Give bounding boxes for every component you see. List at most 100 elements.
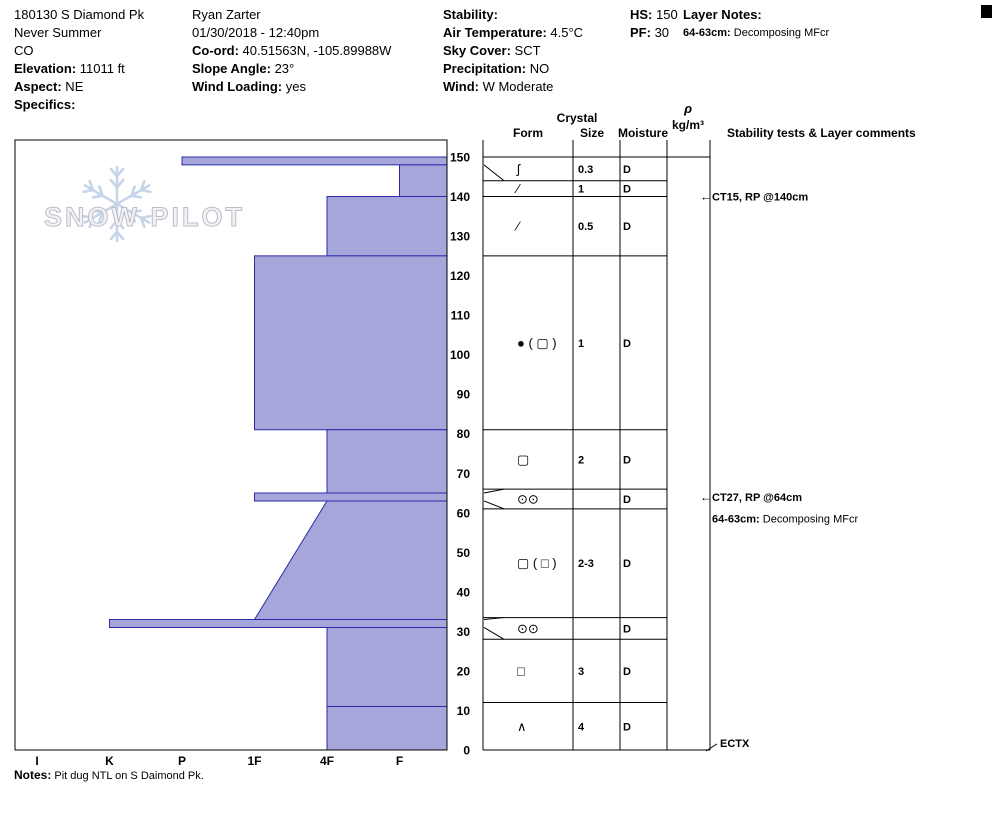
- stability-label: Stability:: [443, 7, 498, 22]
- snowflake-branch: [88, 216, 95, 229]
- thin-layer-connector: [483, 488, 505, 494]
- layer-notes-label: Layer Notes:: [683, 7, 762, 22]
- grain-moisture-cell: D: [623, 494, 631, 506]
- grain-size-cell: 4: [578, 721, 585, 733]
- observer-name: Ryan Zarter: [192, 7, 261, 22]
- grain-form-cell: ▢ ( □ ): [517, 556, 557, 571]
- sky-cover-value: SCT: [510, 43, 541, 58]
- sky-cover-row: Sky Cover: SCT: [443, 42, 583, 60]
- profile-layer-bar: [254, 492, 448, 502]
- snowflake-branch: [98, 185, 104, 197]
- grain-moisture-cell: D: [623, 221, 631, 233]
- depth-tick-label: 40: [457, 585, 471, 599]
- coord-value: 40.51563N, -105.89988W: [238, 43, 392, 58]
- snowflake-branch: [82, 188, 95, 194]
- pit-notes: Notes: Pit dug NTL on S Daimond Pk.: [14, 768, 204, 782]
- grain-size-cell: 0.3: [578, 164, 593, 176]
- snowflake-branch: [109, 167, 119, 178]
- pit-title: 180130 S Diamond Pk: [14, 7, 145, 22]
- sky-cover-label: Sky Cover:: [443, 43, 511, 58]
- elevation-label: Elevation:: [14, 61, 77, 76]
- thin-layer-connector: [483, 617, 505, 621]
- snowflake-branch: [115, 167, 125, 178]
- pf-value: 30: [650, 25, 670, 40]
- grain-form-cell: ● ( ▢ ): [517, 335, 557, 350]
- grain-table-grid: [482, 140, 711, 751]
- grain-size-cell: 1: [578, 338, 584, 350]
- header-col-location: 180130 S Diamond Pk Never Summer CO Elev…: [14, 6, 144, 114]
- grain-moisture-cell: D: [623, 164, 631, 176]
- hs-label: HS:: [630, 7, 653, 22]
- depth-tick-label: 140: [450, 190, 470, 204]
- stability-row: Stability:: [443, 6, 583, 24]
- grain-moisture-cell: D: [623, 623, 631, 635]
- annotation-label-bold: CT27, RP @64cm: [712, 492, 802, 504]
- snowflake-branch: [139, 216, 146, 229]
- watermark: SNOW PILOT: [44, 165, 245, 243]
- density-header: ρ: [683, 101, 692, 116]
- elevation-row: Elevation: 11011 ft: [14, 60, 144, 78]
- grain-moisture-cell: D: [623, 666, 631, 678]
- grain-size-cell: 1: [578, 184, 584, 196]
- grain-moisture-cell: D: [623, 558, 631, 570]
- size-header: Size: [580, 126, 604, 140]
- slope-angle-row: Slope Angle: 23°: [192, 60, 391, 78]
- slope-angle-label: Slope Angle:: [192, 61, 271, 76]
- annotation-label: ECTX: [720, 738, 750, 750]
- watermark-text: SNOW PILOT: [44, 202, 245, 232]
- layer-note-value: Decomposing MFcr: [730, 27, 830, 39]
- snowflake-branch: [98, 211, 104, 223]
- hardness-label: I: [35, 754, 38, 768]
- snowflake-branch: [130, 185, 136, 197]
- pit-range: Never Summer: [14, 25, 102, 40]
- thin-layer-connector: [483, 500, 505, 510]
- header-col-observer: Ryan Zarter 01/30/2018 - 12:40pm Co-ord:…: [192, 6, 391, 96]
- snowflake-branch: [139, 214, 152, 220]
- depth-tick-label: 80: [457, 427, 471, 441]
- crystal-header: Crystal: [557, 111, 598, 125]
- aspect-row: Aspect: NE: [14, 78, 144, 96]
- layer-note-row: 64-63cm: Decomposing MFcr: [683, 24, 829, 42]
- grain-form-cell: ∕: [514, 219, 521, 234]
- corner-logo-mark: [981, 5, 992, 18]
- snowflake-branch: [109, 178, 119, 189]
- profile-layer-bar: [326, 626, 448, 708]
- annotation-arrow-icon: ←: [700, 190, 712, 204]
- precipitation-value: NO: [526, 61, 550, 76]
- coord-row: Co-ord: 40.51563N, -105.89988W: [192, 42, 391, 60]
- snowflake-branch: [88, 179, 95, 192]
- pf-row: PF: 30: [630, 24, 678, 42]
- snowflake-branch: [139, 188, 152, 194]
- layer-notes-title: Layer Notes:: [683, 6, 829, 24]
- slope-angle-value: 23°: [270, 61, 295, 76]
- hs-row: HS: 150: [630, 6, 678, 24]
- header-col-layer-notes: Layer Notes: 64-63cm: Decomposing MFcr: [683, 6, 829, 42]
- air-temp-label: Air Temperature:: [443, 25, 547, 40]
- depth-tick-label: 60: [457, 506, 471, 520]
- wind-loading-row: Wind Loading: yes: [192, 78, 391, 96]
- depth-tick-label: 100: [450, 348, 470, 362]
- annotation-connector-line: [705, 743, 718, 752]
- air-temp-value: 4.5°C: [546, 25, 584, 40]
- snowflake-branch: [109, 219, 119, 230]
- grain-moisture-cell: D: [623, 721, 631, 733]
- hardness-label: F: [396, 754, 403, 768]
- specifics-row: Specifics:: [14, 96, 144, 114]
- profile-layer-bar: [326, 196, 448, 257]
- snowflake-branch: [109, 230, 119, 241]
- notes-label: Notes:: [14, 768, 52, 782]
- grain-form-cell: ∧: [517, 719, 527, 734]
- hardness-label: K: [105, 754, 114, 768]
- annotation-label: CT15, RP @140cm: [712, 192, 808, 204]
- form-header: Form: [513, 126, 543, 140]
- wind-loading-value: yes: [282, 79, 306, 94]
- annotation-label-bold: CT15, RP @140cm: [712, 192, 808, 204]
- snowflake-branch: [130, 209, 143, 214]
- annotation-label: CT27, RP @64cm: [712, 492, 802, 504]
- profile-layer-bar: [181, 156, 448, 166]
- wind-value: W Moderate: [478, 79, 554, 94]
- depth-tick-label: 120: [450, 269, 470, 283]
- grain-size-cell: 2: [578, 454, 584, 466]
- annotation-label-bold: 64-63cm:: [712, 514, 760, 526]
